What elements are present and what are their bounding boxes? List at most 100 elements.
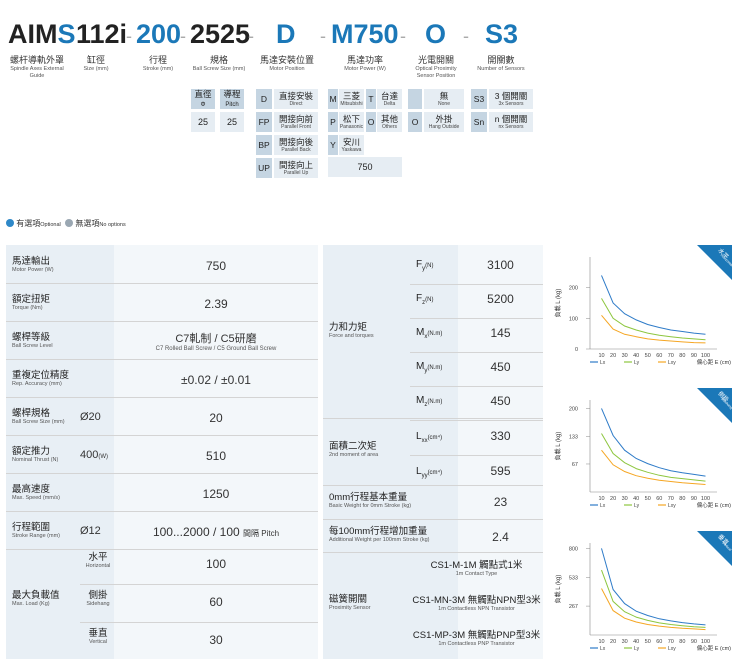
x-tick-label: 100 [701, 496, 710, 502]
mount-option: 開接向前 Parallel Front [274, 112, 318, 132]
force-value: 5200 [487, 292, 514, 306]
motor-option: 其他 Others [377, 112, 402, 132]
moment-value: 595 [490, 464, 511, 478]
spec-pitch-value: 25 [220, 112, 244, 132]
motor-code: M [328, 89, 338, 109]
model-part: 112i [76, 19, 128, 49]
row-divider [323, 485, 543, 486]
series-line-ly [601, 569, 706, 628]
model-part: D [276, 19, 296, 49]
model-dash: - [180, 26, 186, 46]
chart-badge-en: Vertical [721, 541, 732, 552]
moment-symbol: Lxx(cm⁴) [416, 431, 443, 444]
header-spindle: 螺杆導軌外罩 Spindle Axes External Guide [9, 55, 64, 79]
x-tick-label: 40 [633, 496, 639, 502]
y-tick-label: 200 [569, 286, 578, 292]
motor-code: O [366, 112, 376, 132]
chart-badge-bg [697, 245, 732, 280]
optical-code: O [408, 112, 422, 132]
row-divider [6, 473, 318, 474]
left-row-value: C7軋制 / C5研磨 C7 Rolled Ball Screw / C5 Gro… [155, 333, 277, 352]
x-tick-label: 80 [679, 639, 685, 645]
left-row-label: 額定推力 Nominal Thrust (N) [12, 446, 59, 463]
x-tick-label: 100 [701, 639, 710, 645]
left-row-value: 2.39 [204, 297, 228, 311]
y-tick-label: 67 [572, 462, 578, 468]
mount-option: 直接安裝 Direct [274, 89, 318, 109]
y-tick-label: 800 [569, 546, 578, 552]
force-label: 力和力矩 Force and torques [329, 322, 374, 339]
spec-dia-value: 25 [191, 112, 215, 132]
left-row-value: 1250 [202, 487, 230, 501]
row-divider [410, 386, 543, 387]
max-load-value: 60 [209, 595, 223, 609]
model-part: 2525 [190, 19, 251, 49]
x-tick-label: 90 [691, 639, 697, 645]
mount-code: UP [256, 158, 272, 178]
model-part: S [57, 19, 76, 49]
row-divider [6, 283, 318, 284]
left-row-label: 額定扭矩 Torque (Nm) [12, 294, 51, 311]
x-tick-label: 70 [668, 496, 674, 502]
header-stroke: 行程 Stroke (mm) [142, 55, 174, 72]
load-chart: 水平 Horizontal 負載 L (kg) 0 100 200 10 20 30 40 50 60… [552, 245, 734, 370]
max-load-value: 100 [205, 557, 227, 571]
x-tick-label: 40 [633, 353, 639, 359]
model-part: 200 [136, 19, 182, 49]
motor-option: 台達 Delta [377, 89, 402, 109]
x-tick-label: 40 [633, 639, 639, 645]
load-chart: 側掛 Sidehang 負載 L (kg) 67 133 200 10 20 30 40 50 60 7… [552, 388, 733, 513]
y-tick-label: 0 [575, 347, 578, 353]
add-weight-label: 每100mm行程增加重量 Additional Weight per 100mm … [329, 526, 430, 543]
mid-table-value-col [458, 245, 543, 659]
legend-label: Lxy [668, 503, 676, 509]
row-divider [80, 622, 318, 623]
legend-label: Lxy [668, 646, 676, 652]
header-optical: 光電開關 Optical Proximity Sensor Position [415, 55, 457, 79]
row-divider [323, 519, 543, 520]
sensor-option: n 個開關 nx Sensors [489, 112, 533, 132]
x-tick-label: 80 [679, 496, 685, 502]
left-row-label: 螺桿規格 Ball Screw Size (mm) [12, 408, 65, 425]
header-motor-power: 馬達功率 Motor Power (W) [344, 55, 386, 72]
y-tick-label: 200 [569, 406, 578, 412]
left-row-label: 重複定位精度 Rep. Accuracy (mm) [12, 370, 70, 387]
legend-label: Ly [634, 503, 640, 509]
x-tick-label: 60 [656, 496, 662, 502]
row-divider [6, 397, 318, 398]
moment-symbol: Lyy(cm⁴) [416, 466, 443, 479]
x-tick-label: 80 [679, 353, 685, 359]
series-line-ly [601, 433, 706, 482]
header-sensors: 開關數 Number of Sensors [477, 55, 525, 72]
x-tick-label: 70 [668, 353, 674, 359]
x-tick-label: 70 [668, 639, 674, 645]
row-divider [410, 318, 543, 319]
x-tick-label: 20 [610, 496, 616, 502]
optical-option: 無 None [424, 89, 464, 109]
motor-option: 安川 Yaskawa [339, 135, 364, 155]
motor-code: T [366, 89, 376, 109]
chart-badge-bg [697, 531, 732, 566]
series-line-ly [601, 298, 706, 341]
model-dash: - [126, 26, 132, 46]
x-tick-label: 30 [622, 496, 628, 502]
max-load-label: 最大負載值 Max. Load (Kg) [12, 590, 60, 607]
x-tick-label: 100 [701, 353, 710, 359]
model-dash: - [248, 26, 254, 46]
force-symbol: Fz(N) [416, 293, 434, 306]
force-value: 145 [490, 326, 511, 340]
motor-code: Y [328, 135, 338, 155]
max-load-sub: 側掛 Sidehang [86, 590, 110, 607]
x-tick-label: 10 [598, 639, 604, 645]
x-tick-label: 30 [622, 639, 628, 645]
mount-option: 間接向上 Parallel Up [274, 158, 318, 178]
y-tick-label: 100 [569, 316, 578, 322]
series-line-lx [601, 408, 706, 477]
model-part: M750 [331, 19, 399, 49]
max-load-sub: 水平 Horizontal [85, 552, 111, 569]
base-weight-value: 23 [493, 495, 508, 509]
left-row-label: 行程範圍 Stroke Range (mm) [12, 522, 60, 539]
y-tick-label: 133 [569, 434, 578, 440]
left-row-label: 馬達輸出 Motor Power (W) [12, 256, 54, 273]
